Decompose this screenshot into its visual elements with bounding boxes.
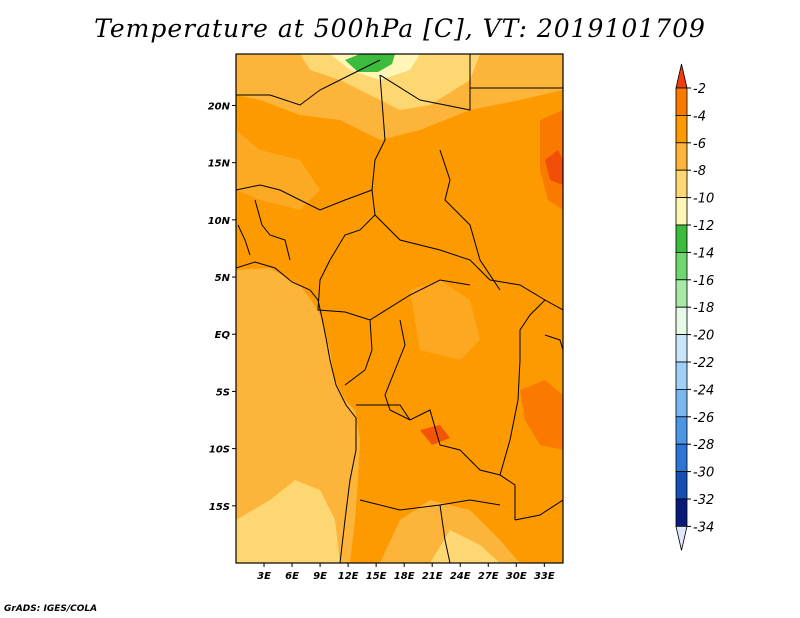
colorbar-label: -4 <box>693 109 706 124</box>
field-atlantic <box>236 268 360 563</box>
grads-credit: GrADS: IGES/COLA <box>4 604 98 614</box>
colorbar-label: -24 <box>693 383 714 398</box>
field-southern-africa-cool <box>430 530 500 563</box>
country-boundaries <box>236 54 563 563</box>
colorbar: -2 -4 -6 -8 -10 -12 -14 -16 -18 -20 -22 -24 -26 -28 -3… <box>675 63 714 551</box>
y-tick-label: EQ <box>215 330 231 341</box>
border-chad-west <box>329 74 386 261</box>
x-tick-label: 33E <box>534 571 555 582</box>
border-egypt-sudan <box>469 87 563 110</box>
colorbar-segment <box>675 388 688 418</box>
x-axis: 3E 6E 9E 12E 15E 18E 21E 24E 27E 30E 33E <box>257 563 555 582</box>
field-angola-warm <box>420 425 450 445</box>
colorbar-label: -20 <box>693 329 714 344</box>
border-sahel <box>236 184 373 211</box>
colorbar-segment <box>675 224 688 253</box>
border-chad-sudan <box>439 149 501 291</box>
colorbar-lower-triangle <box>675 526 688 551</box>
border-zambia-malawi <box>514 499 563 521</box>
coastline-west <box>236 261 357 563</box>
y-tick-label: 15N <box>208 159 231 170</box>
border-angola-north <box>356 404 411 421</box>
field-congo-patch <box>410 280 480 360</box>
x-tick-label: 27E <box>478 571 499 582</box>
field-green-pocket <box>345 54 395 72</box>
colorbar-segment <box>675 279 688 308</box>
colorbar-segment <box>675 416 688 445</box>
x-tick-label: 21E <box>422 571 443 582</box>
colorbar-segment <box>675 142 688 171</box>
y-tick-label: 15S <box>209 502 230 513</box>
y-tick-label: 5N <box>215 273 231 284</box>
colorbar-label: -16 <box>693 274 714 289</box>
colorbar-segment <box>675 443 688 473</box>
colorbar-label: -2 <box>693 82 706 97</box>
colorbar-label: -6 <box>693 137 706 152</box>
field-sahel-patch <box>236 130 320 210</box>
colorbar-label: -30 <box>693 466 714 481</box>
field-southwest <box>236 480 340 563</box>
x-tick-label: 30E <box>506 571 527 582</box>
colorbar-label: -28 <box>693 438 714 453</box>
colorbar-label: -10 <box>693 192 714 207</box>
y-axis: 20N 15N 10N 5N EQ 5S 10S 15S <box>208 101 236 513</box>
y-tick-label: 10N <box>208 216 231 227</box>
colorbar-segment <box>675 87 688 116</box>
colorbar-segment <box>675 197 688 226</box>
x-tick-label: 12E <box>338 571 359 582</box>
colorbar-label: -12 <box>693 219 714 234</box>
y-tick-label: 20N <box>208 101 231 112</box>
colorbar-label: -14 <box>693 246 714 261</box>
colorbar-segment <box>675 115 688 144</box>
colorbar-label: -18 <box>693 301 714 316</box>
plot-frame <box>235 53 564 564</box>
colorbar-segment <box>675 251 688 281</box>
field-sahara-cool <box>300 54 480 110</box>
colorbar-upper-triangle <box>675 63 688 89</box>
colorbar-label: -26 <box>693 411 714 426</box>
x-tick-label: 6E <box>285 571 299 582</box>
border-east-drc <box>499 299 546 476</box>
x-tick-label: 24E <box>450 571 471 582</box>
colorbar-segment <box>675 498 688 527</box>
border-north-2 <box>379 54 471 111</box>
border-car-south <box>374 214 563 311</box>
colorbar-label: -8 <box>693 164 706 179</box>
y-tick-label: 5S <box>216 387 230 398</box>
chart-title: Temperature at 500hPa [C], VT: 201910170… <box>94 14 706 43</box>
border-nigeria <box>254 199 291 261</box>
x-tick-label: 9E <box>313 571 327 582</box>
border-lake-victoria <box>544 334 563 351</box>
field-lakes-warm <box>520 380 563 450</box>
colorbar-segment <box>675 169 688 198</box>
colorbar-segment <box>675 334 688 363</box>
colorbar-segment <box>675 471 688 500</box>
border-congo <box>344 319 373 386</box>
colorbar-label: -22 <box>693 356 714 371</box>
x-tick-label: 3E <box>257 571 271 582</box>
colorbar-label: -32 <box>693 493 714 508</box>
y-tick-label: 10S <box>209 445 230 456</box>
border-north-1 <box>236 59 381 106</box>
x-tick-label: 15E <box>366 571 387 582</box>
border-botswana <box>439 504 451 563</box>
field-east-hottest <box>545 150 563 185</box>
colorbar-segment <box>675 306 688 336</box>
colorbar-label: -34 <box>693 520 714 535</box>
x-tick-label: 18E <box>394 571 415 582</box>
temperature-field <box>236 54 563 563</box>
colorbar-segment <box>675 361 688 390</box>
border-westafrica <box>237 224 251 256</box>
border-cameroon-congo <box>317 259 471 321</box>
